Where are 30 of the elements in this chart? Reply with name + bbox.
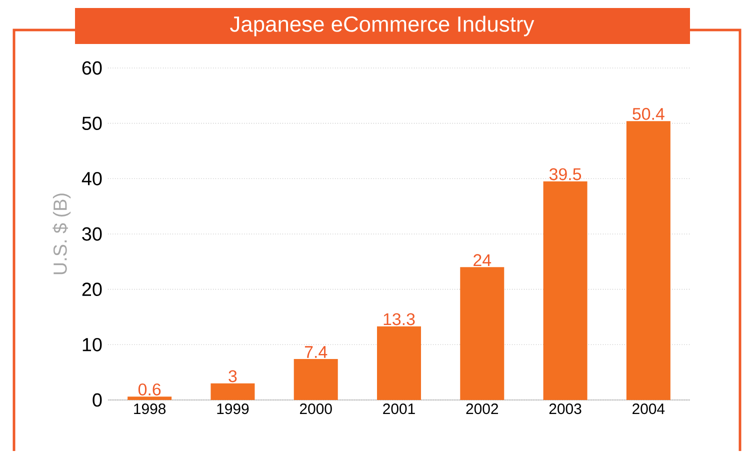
- bar: [377, 326, 422, 400]
- x-tick-label: 1999: [217, 403, 249, 414]
- x-tick-label: 2003: [549, 403, 582, 414]
- y-tick-label: 10: [82, 338, 102, 352]
- bar: [543, 181, 588, 400]
- x-tick-label: 1998: [134, 403, 166, 414]
- x-tick-label: 2002: [466, 403, 498, 414]
- data-label: 24: [474, 254, 492, 266]
- y-tick-label: 60: [82, 61, 102, 75]
- x-tick-label: 2000: [300, 403, 332, 414]
- data-label: 39.5: [549, 168, 582, 180]
- bar: [294, 358, 338, 400]
- bar: [460, 267, 504, 400]
- x-tick-label: 2001: [383, 403, 415, 414]
- bar: [626, 120, 670, 400]
- y-axis-title: U.S. $ (B): [52, 194, 71, 274]
- bar: [128, 396, 172, 400]
- y-tick-label: 20: [82, 282, 102, 296]
- x-tick-label: 2004: [632, 403, 665, 414]
- y-tick-label: 40: [82, 172, 102, 186]
- data-label: 7.4: [304, 346, 328, 358]
- data-label: 50.4: [632, 108, 664, 120]
- y-tick-label: 0: [92, 393, 102, 407]
- data-label: 0.6: [138, 383, 161, 396]
- y-tick-label: 30: [82, 227, 102, 241]
- data-label: 13.3: [384, 313, 415, 326]
- bar: [210, 383, 255, 400]
- chart-title: Japanese eCommerce Industry: [230, 16, 534, 36]
- data-label: 3: [228, 370, 237, 382]
- y-tick-label: 50: [82, 116, 102, 130]
